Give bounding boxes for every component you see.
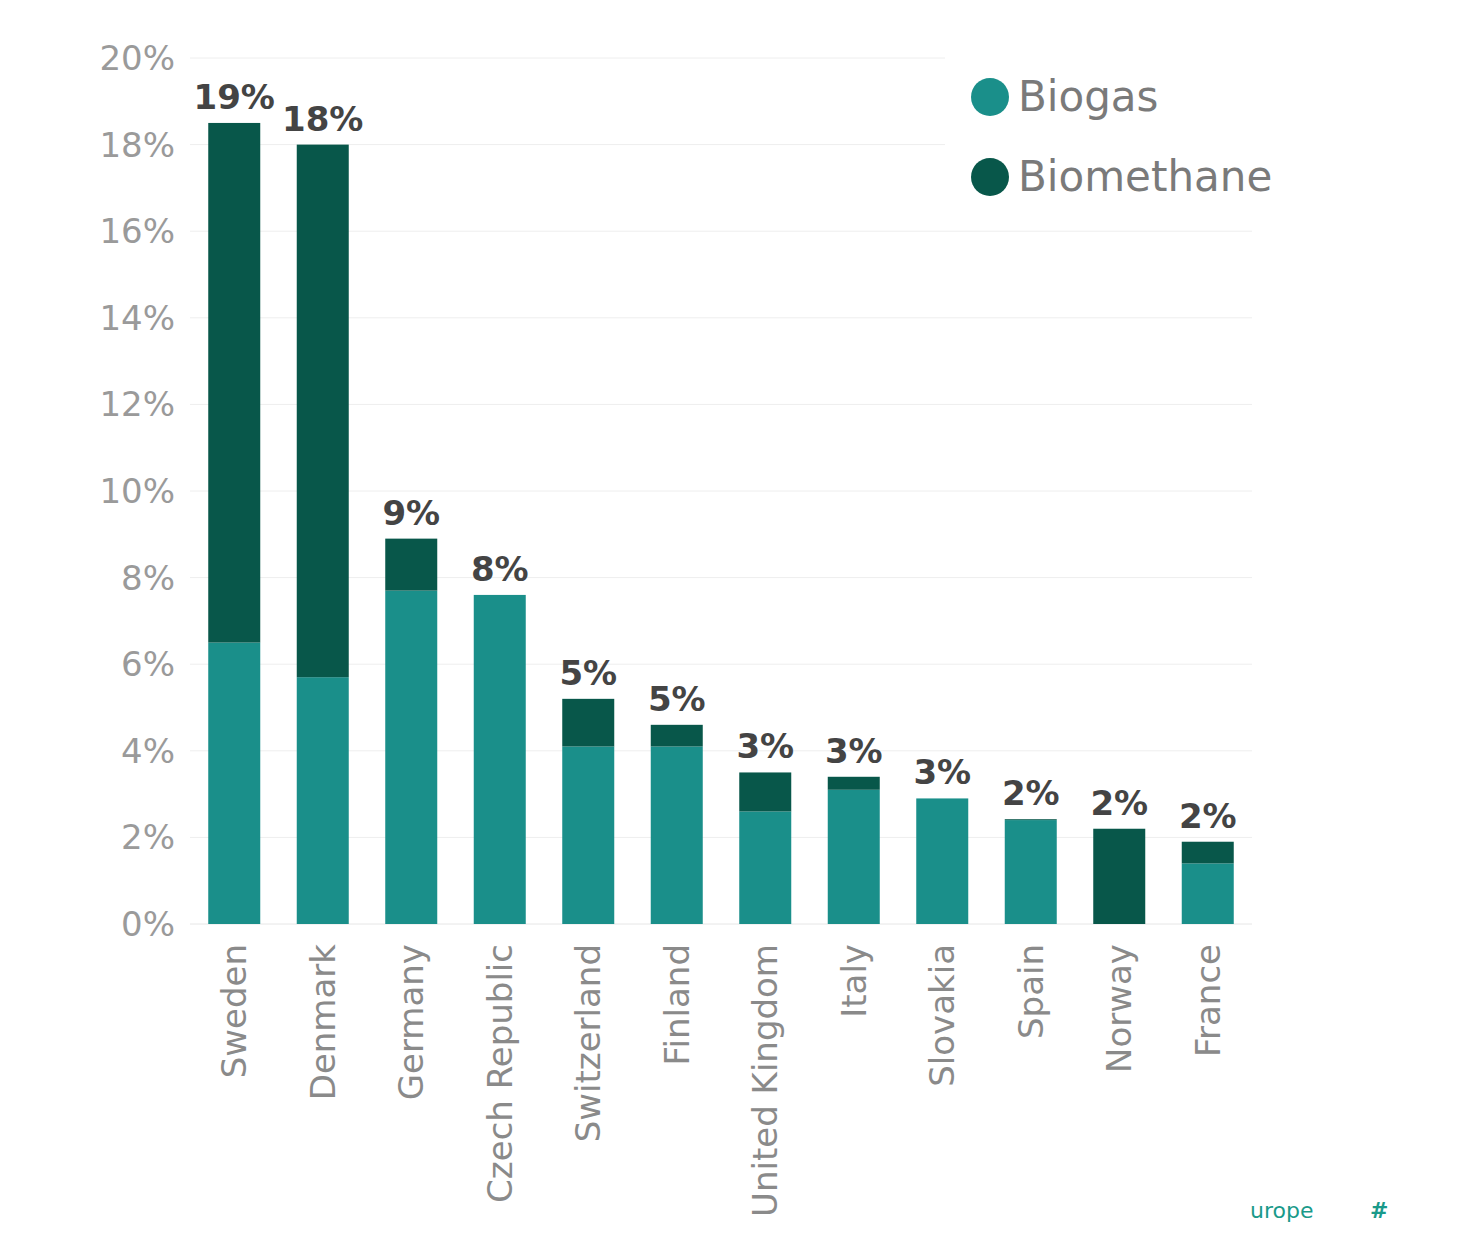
y-tick-label: 2% <box>121 817 175 857</box>
bar-segment <box>1182 863 1234 924</box>
y-tick-label: 16% <box>99 211 175 251</box>
x-tick-label: Czech Republic <box>480 944 520 1203</box>
bar-segment <box>739 811 791 924</box>
y-tick-label: 14% <box>99 298 175 338</box>
bar-segment <box>474 594 526 595</box>
y-tick-label: 18% <box>99 125 175 165</box>
y-tick-label: 10% <box>99 471 175 511</box>
total-label: 2% <box>1179 796 1237 836</box>
legend-label: Biogas <box>1018 72 1158 121</box>
bars <box>208 123 1234 924</box>
total-label: 19% <box>194 77 275 117</box>
bar-segment <box>474 595 526 924</box>
bar-segment <box>1093 829 1145 924</box>
grid-line <box>190 231 1252 232</box>
bar-segment <box>916 798 968 799</box>
total-label: 3% <box>913 752 971 792</box>
bar-segment <box>916 798 968 924</box>
bar-segment <box>297 677 349 924</box>
grid-line <box>190 837 1252 838</box>
y-tick-label: 12% <box>99 384 175 424</box>
total-label: 5% <box>559 653 617 693</box>
total-label: 18% <box>282 99 363 139</box>
x-axis-line <box>190 924 1252 925</box>
grid-line <box>190 404 1252 405</box>
grid-line <box>190 664 1252 665</box>
total-label: 2% <box>1090 783 1148 823</box>
bar-segment <box>1182 842 1234 864</box>
total-label: 3% <box>825 731 883 771</box>
total-label: 2% <box>1002 773 1060 813</box>
x-tick-label: Norway <box>1099 944 1139 1073</box>
bar-segment <box>562 746 614 924</box>
grid-line <box>190 577 1252 578</box>
bar-segment <box>828 777 880 790</box>
bar-segment <box>651 725 703 747</box>
bar-segment <box>739 772 791 811</box>
legend: Biogas Biomethane <box>945 55 1305 225</box>
bar-segment <box>385 591 437 924</box>
x-tick-label: Switzerland <box>568 944 608 1142</box>
grid-line <box>190 491 1252 492</box>
bar-segment <box>1005 819 1057 821</box>
bar-segment <box>651 746 703 924</box>
legend-swatch <box>971 78 1009 116</box>
y-tick-label: 4% <box>121 731 175 771</box>
total-label: 3% <box>736 726 794 766</box>
x-tick-label: Italy <box>834 944 874 1018</box>
x-tick-label: Slovakia <box>922 944 962 1087</box>
bar-segment <box>208 123 260 643</box>
grid-line <box>190 317 1252 318</box>
grid-line <box>190 924 1252 925</box>
legend-label: Biomethane <box>1018 152 1272 201</box>
legend-swatch <box>971 158 1009 196</box>
bar-segment <box>385 539 437 591</box>
y-tick-label: 20% <box>99 38 175 78</box>
footer-text: # <box>1370 1198 1388 1223</box>
y-tick-label: 8% <box>121 558 175 598</box>
chart: 0%2%4%6%8%10%12%14%16%18%20%19%18%9%8%5%… <box>0 0 1460 1258</box>
bar-segment <box>562 699 614 747</box>
x-tick-label: Germany <box>391 944 431 1100</box>
bar-segment <box>828 790 880 924</box>
x-tick-label: Sweden <box>214 944 254 1078</box>
total-label: 5% <box>648 679 706 719</box>
grid-line <box>190 750 1252 751</box>
footer-text: urope <box>1250 1198 1313 1223</box>
bar-segment <box>297 145 349 678</box>
x-tick-label: United Kingdom <box>745 944 785 1217</box>
x-tick-label: Spain <box>1011 944 1051 1039</box>
total-label: 8% <box>471 549 529 589</box>
bar-segment <box>208 643 260 924</box>
total-label: 9% <box>382 493 440 533</box>
x-tick-label: Denmark <box>303 944 343 1101</box>
bar-segment <box>1005 820 1057 924</box>
x-tick-label: France <box>1188 944 1228 1057</box>
y-tick-label: 0% <box>121 904 175 944</box>
x-tick-label: Finland <box>657 944 697 1066</box>
y-tick-label: 6% <box>121 644 175 684</box>
